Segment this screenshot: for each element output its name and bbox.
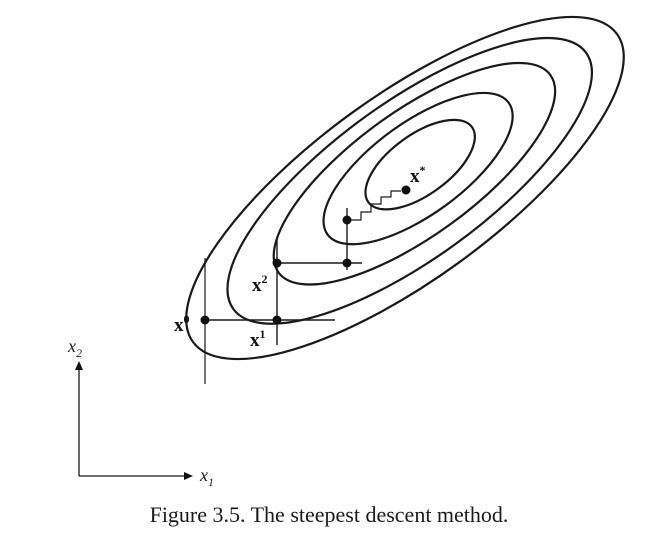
point-x3 (342, 258, 352, 268)
axis-x2-arrowhead (75, 361, 83, 370)
zigzag-steps (347, 190, 401, 221)
figure-caption: Figure 3.5. The steepest descent method. (149, 502, 509, 527)
axis-x1-arrowhead (184, 472, 193, 480)
descent-path (205, 190, 401, 345)
axis-x1-label: x1 (199, 465, 214, 489)
point-x2 (272, 258, 282, 268)
point-x1 (272, 315, 282, 325)
axis-x2-label: x2 (67, 336, 82, 360)
label-xstar: x* (410, 163, 426, 187)
point-x4 (342, 215, 352, 225)
contour-ring-1 (364, 118, 476, 211)
label-x2: x2 (252, 272, 268, 296)
contour-ring-5 (185, 15, 625, 361)
point-xstar (401, 185, 411, 195)
contour-ring-2 (322, 91, 514, 246)
contour-ring-4 (226, 36, 594, 325)
label-x0: x0 (174, 312, 190, 336)
contour-ring-3 (272, 61, 557, 286)
label-x1: x1 (250, 327, 266, 351)
contours (185, 15, 625, 361)
point-x0 (200, 315, 210, 325)
axes: x2 x1 (67, 336, 214, 489)
